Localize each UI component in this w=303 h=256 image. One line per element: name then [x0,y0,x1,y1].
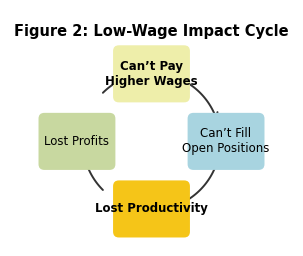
Text: Lost Productivity: Lost Productivity [95,202,208,216]
Text: Can’t Fill
Open Positions: Can’t Fill Open Positions [182,127,270,155]
Text: Lost Profits: Lost Profits [45,135,109,148]
Text: Can’t Pay
Higher Wages: Can’t Pay Higher Wages [105,60,198,88]
FancyBboxPatch shape [113,45,190,102]
FancyBboxPatch shape [113,180,190,238]
FancyBboxPatch shape [188,113,265,170]
Text: Figure 2: Low-Wage Impact Cycle: Figure 2: Low-Wage Impact Cycle [14,24,289,39]
FancyBboxPatch shape [38,113,115,170]
